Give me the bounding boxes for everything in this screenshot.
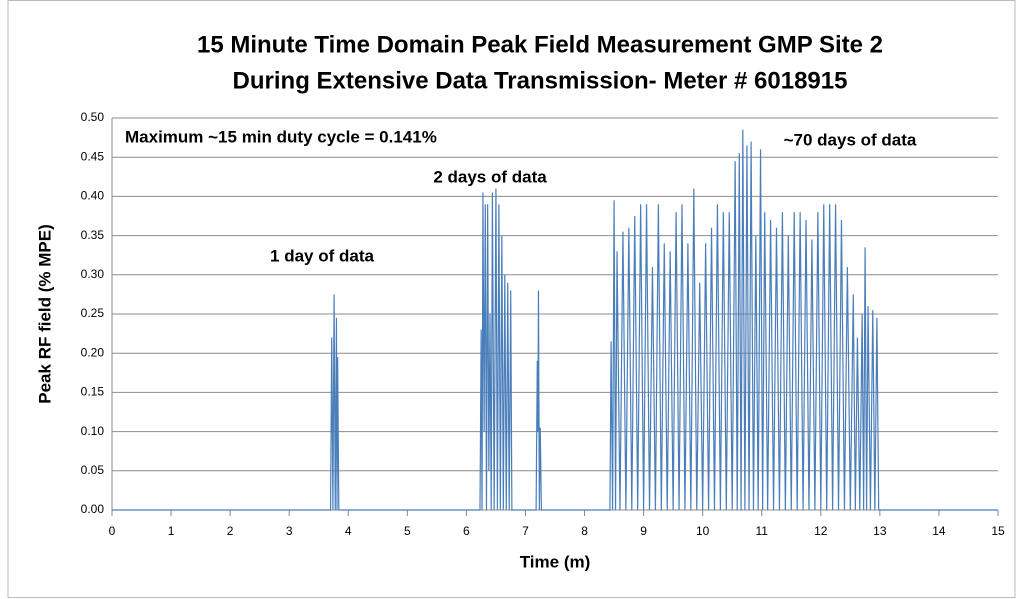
x-tick-label: 12 [814, 524, 828, 538]
annotation: 1 day of data [270, 246, 374, 265]
x-tick-label: 1 [168, 524, 175, 538]
x-axis-label: Time (m) [520, 552, 591, 571]
chart-title: During Extensive Data Transmission- Mete… [233, 67, 848, 94]
y-tick-label: 0.00 [81, 502, 105, 516]
y-tick-label: 0.45 [81, 149, 105, 163]
y-tick-label: 0.20 [81, 345, 105, 359]
annotation: 2 days of data [433, 167, 547, 186]
y-tick-label: 0.35 [81, 228, 105, 242]
x-tick-label: 4 [345, 524, 352, 538]
x-tick-label: 9 [640, 524, 647, 538]
y-tick-label: 0.10 [81, 424, 105, 438]
data-line [112, 129, 998, 511]
x-tick-label: 10 [696, 524, 710, 538]
x-tick-label: 8 [581, 524, 588, 538]
x-tick-label: 15 [991, 524, 1005, 538]
y-tick-label: 0.50 [81, 110, 105, 124]
x-tick-label: 6 [463, 524, 470, 538]
x-tick-label: 11 [755, 524, 768, 538]
y-tick-label: 0.05 [81, 463, 105, 477]
annotation: ~70 days of data [784, 130, 917, 149]
x-tick-label: 7 [522, 524, 529, 538]
y-tick-label: 0.25 [81, 306, 105, 320]
y-tick-label: 0.30 [81, 267, 105, 281]
x-tick-label: 5 [404, 524, 411, 538]
y-axis-label: Peak RF field (% MPE) [35, 224, 54, 403]
chart-title: 15 Minute Time Domain Peak Field Measure… [197, 31, 883, 58]
x-tick-label: 2 [227, 524, 234, 538]
x-tick-label: 13 [873, 524, 887, 538]
x-tick-label: 0 [109, 524, 116, 538]
y-tick-label: 0.15 [81, 385, 105, 399]
x-tick-label: 14 [932, 524, 946, 538]
y-tick-label: 0.40 [81, 189, 105, 203]
annotation: Maximum ~15 min duty cycle = 0.141% [125, 127, 437, 146]
x-tick-label: 3 [286, 524, 293, 538]
